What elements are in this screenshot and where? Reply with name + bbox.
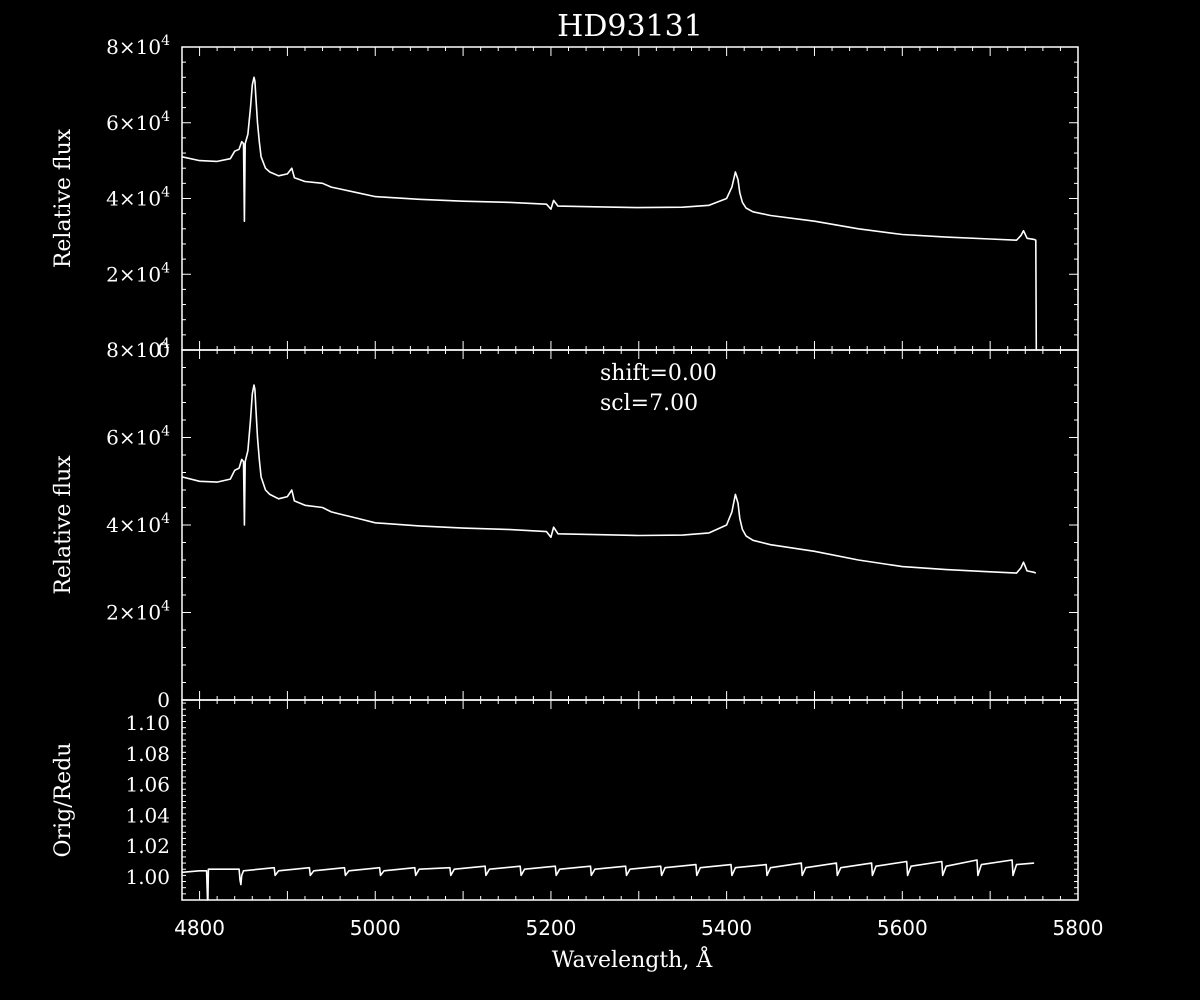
scale-annotation: scl=7.00 <box>600 391 698 416</box>
spectrum-line <box>181 859 1035 901</box>
shift-annotation: shift=0.00 <box>600 361 717 386</box>
ratio-panel: Wavelength, Å 1.00 1.02 1.04 1.06 1.08 1.10 Or… <box>51 699 1104 973</box>
y-tick-label: 2×104 <box>106 599 170 625</box>
y-axis-label: Relative flux <box>51 455 76 595</box>
x-tick-label: 5400 <box>701 916 752 940</box>
chart-title: HD93131 <box>557 9 703 44</box>
y-tick-label: 8×104 <box>106 336 170 362</box>
y-tick-label: 8×104 <box>106 33 170 59</box>
y-tick-label: 1.10 <box>125 711 170 735</box>
y-tick-label: 6×104 <box>106 424 170 450</box>
y-tick-label: 4×104 <box>106 511 170 537</box>
y-axis-label: Orig/Redu <box>51 743 76 858</box>
flux-panel-top: 0 2×104 4×104 6×104 8×104 Relative flux <box>51 33 1079 362</box>
x-tick-label: 4800 <box>174 916 225 940</box>
y-tick-label: 2×104 <box>106 260 170 286</box>
x-tick-label: 5000 <box>350 916 401 940</box>
y-tick-label: 1.08 <box>125 742 170 766</box>
y-tick-label: 1.02 <box>125 834 170 858</box>
spectrum-line <box>181 384 1037 574</box>
x-tick-label: 5200 <box>525 916 576 940</box>
x-axis-label: Wavelength, Å <box>552 945 714 973</box>
y-tick-label: 6×104 <box>106 109 170 135</box>
y-tick-label: 0 <box>157 688 170 712</box>
y-tick-label: 4×104 <box>106 185 170 211</box>
x-tick-label: 5800 <box>1053 916 1104 940</box>
y-tick-label: 1.00 <box>125 865 170 889</box>
x-tick-label: 5600 <box>877 916 928 940</box>
y-tick-label: 1.06 <box>125 773 170 797</box>
spectrum-line <box>181 76 1038 351</box>
y-tick-label: 1.04 <box>125 803 170 827</box>
y-axis-label: Relative flux <box>51 128 76 268</box>
y-tick-label: 0 <box>157 338 170 362</box>
plot-frame <box>181 699 1079 901</box>
